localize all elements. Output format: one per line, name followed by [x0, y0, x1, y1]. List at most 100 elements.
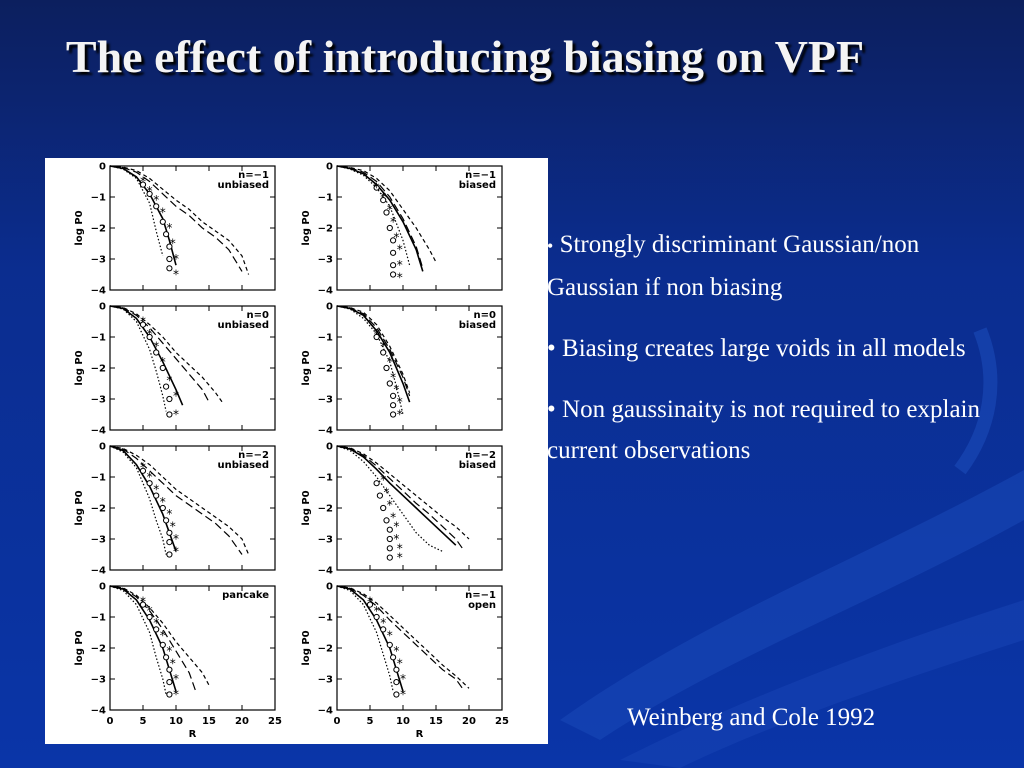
data-point-star: * — [374, 604, 380, 618]
y-tick-label: −2 — [318, 364, 333, 375]
data-point-star: * — [380, 339, 386, 353]
data-point-star: * — [140, 315, 146, 329]
data-point-star: * — [390, 370, 396, 384]
panel-label: n=−2 — [238, 450, 269, 461]
series-line-long-dashed — [336, 305, 411, 397]
data-point-circle — [393, 666, 400, 673]
x-tick-label: 0 — [334, 716, 341, 727]
series-line-dotted — [336, 445, 443, 552]
slide-title: The effect of introducing biasing on VPF — [65, 31, 865, 82]
y-axis-label: log P0 — [301, 630, 312, 665]
panel-label: n=−1 — [465, 170, 496, 181]
y-tick-label: −2 — [91, 644, 106, 655]
series-line-long-dashed — [109, 165, 243, 272]
data-point-star: * — [170, 520, 176, 534]
y-tick-label: 0 — [326, 582, 333, 593]
data-point-circle — [390, 249, 397, 256]
panel-label: biased — [459, 180, 496, 191]
y-tick-label: −1 — [318, 473, 333, 484]
bullet-text: Strongly discriminant Gaussian/non Gauss… — [547, 231, 920, 301]
data-point-circle — [366, 601, 374, 608]
x-axis-label: R — [189, 729, 197, 740]
data-point-star: * — [390, 510, 396, 524]
bullet-text: Non gaussinaity is not required to expla… — [547, 396, 980, 464]
data-point-circle — [390, 411, 397, 418]
x-tick-label: 15 — [202, 716, 216, 727]
data-point-star: * — [397, 395, 403, 409]
data-point-star: * — [173, 268, 179, 282]
y-tick-label: 0 — [326, 162, 333, 173]
data-point-circle — [386, 380, 393, 387]
y-tick-label: −1 — [91, 333, 106, 344]
panel-label: n=−1 — [238, 170, 269, 181]
data-point-star: * — [400, 672, 406, 686]
data-point-circle — [386, 545, 393, 552]
y-tick-label: 0 — [99, 162, 106, 173]
y-tick-label: 0 — [99, 302, 106, 313]
data-point-star: * — [173, 544, 179, 558]
bullet-item: • Biasing creates large voids in all mod… — [547, 328, 987, 369]
y-tick-label: −1 — [318, 613, 333, 624]
x-axis-label: R — [416, 729, 424, 740]
data-point-circle — [153, 349, 160, 356]
y-tick-label: −2 — [91, 504, 106, 515]
data-point-circle — [166, 411, 173, 418]
y-tick-label: −3 — [91, 395, 106, 406]
panel-label: n=0 — [474, 310, 496, 321]
y-axis-label: log P0 — [301, 210, 312, 245]
data-point-circle — [139, 181, 147, 188]
y-tick-label: −4 — [318, 566, 333, 577]
data-point-circle — [373, 184, 380, 191]
data-point-circle — [146, 480, 153, 487]
data-point-star: * — [166, 507, 172, 521]
data-point-circle — [166, 666, 173, 673]
data-point-circle — [159, 218, 166, 225]
series-line-short-dashed — [109, 445, 250, 555]
x-tick-label: 20 — [462, 716, 476, 727]
x-tick-label: 25 — [268, 716, 282, 727]
data-point-star: * — [173, 389, 179, 403]
data-point-circle — [163, 654, 170, 661]
y-tick-label: 0 — [326, 442, 333, 453]
series-line-dotted — [109, 445, 167, 555]
y-tick-label: −3 — [91, 675, 106, 686]
data-point-circle — [380, 626, 387, 633]
data-point-circle — [159, 504, 166, 512]
data-point-circle — [163, 383, 170, 390]
data-point-circle — [166, 395, 173, 403]
data-point-circle — [146, 613, 153, 621]
data-point-circle — [139, 321, 147, 328]
data-point-star: * — [380, 473, 386, 487]
data-point-star: * — [393, 520, 399, 534]
panel-label: n=0 — [247, 310, 269, 321]
data-point-circle — [166, 551, 173, 558]
data-point-circle — [139, 467, 147, 474]
panel-label: open — [468, 600, 496, 611]
data-point-star: * — [170, 657, 176, 671]
data-point-circle — [163, 231, 170, 238]
data-point-star: * — [367, 595, 373, 609]
data-point-star: * — [160, 495, 166, 509]
data-point-circle — [386, 526, 393, 533]
data-point-star: * — [387, 498, 393, 512]
series-line-dotted — [109, 585, 167, 695]
y-axis-label: log P0 — [74, 630, 85, 665]
y-tick-label: −3 — [318, 255, 333, 266]
series-line-short-dashed — [336, 165, 437, 263]
y-tick-label: −4 — [91, 566, 106, 577]
data-point-circle — [390, 262, 397, 269]
data-point-circle — [153, 626, 160, 633]
data-point-star: * — [140, 461, 146, 475]
data-point-circle — [393, 691, 400, 698]
y-axis-label: log P0 — [74, 490, 85, 525]
data-point-star: * — [166, 373, 172, 387]
x-tick-label: 10 — [169, 716, 183, 727]
data-point-star: * — [374, 327, 380, 341]
vpf-figure: 0 −1 −2 −3 −4 log P0 n=−1 unbiased * * * * * * * * 0 −1 −2… — [45, 158, 548, 744]
series-line-long-dashed — [109, 585, 197, 692]
data-point-circle — [373, 333, 380, 341]
data-point-star: * — [140, 175, 146, 189]
panel-label: unbiased — [218, 320, 269, 331]
series-line-solid — [336, 445, 457, 546]
